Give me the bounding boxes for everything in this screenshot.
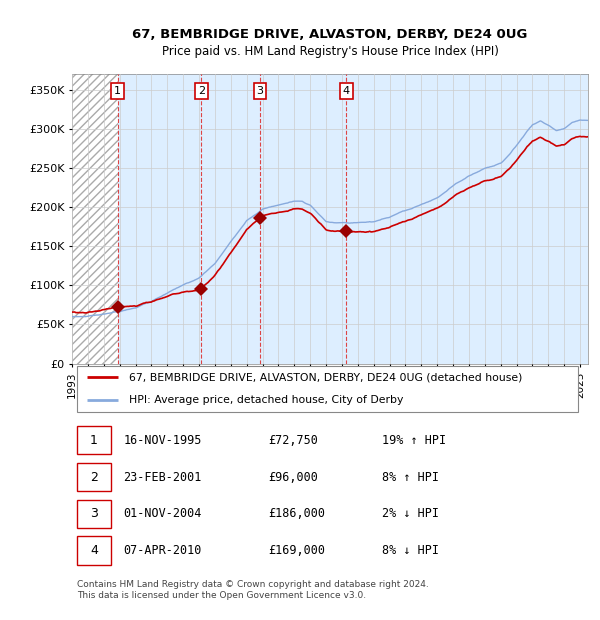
Text: 1: 1 (114, 86, 121, 96)
FancyBboxPatch shape (77, 366, 578, 412)
Text: 3: 3 (256, 86, 263, 96)
Text: 23-FEB-2001: 23-FEB-2001 (124, 471, 202, 484)
Text: 2: 2 (198, 86, 205, 96)
Text: 19% ↑ HPI: 19% ↑ HPI (382, 434, 446, 447)
Text: £72,750: £72,750 (268, 434, 318, 447)
FancyBboxPatch shape (77, 426, 110, 454)
Text: Contains HM Land Registry data © Crown copyright and database right 2024.
This d: Contains HM Land Registry data © Crown c… (77, 580, 429, 600)
FancyBboxPatch shape (77, 500, 110, 528)
FancyBboxPatch shape (77, 536, 110, 565)
FancyBboxPatch shape (77, 463, 110, 491)
Text: 3: 3 (90, 507, 98, 520)
Text: 07-APR-2010: 07-APR-2010 (124, 544, 202, 557)
Text: HPI: Average price, detached house, City of Derby: HPI: Average price, detached house, City… (129, 395, 403, 405)
Text: 4: 4 (343, 86, 350, 96)
Text: £96,000: £96,000 (268, 471, 318, 484)
Text: 16-NOV-1995: 16-NOV-1995 (124, 434, 202, 447)
Text: 01-NOV-2004: 01-NOV-2004 (124, 507, 202, 520)
Text: 8% ↓ HPI: 8% ↓ HPI (382, 544, 439, 557)
Text: 67, BEMBRIDGE DRIVE, ALVASTON, DERBY, DE24 0UG: 67, BEMBRIDGE DRIVE, ALVASTON, DERBY, DE… (133, 28, 527, 41)
Text: £169,000: £169,000 (268, 544, 325, 557)
Text: 2: 2 (90, 471, 98, 484)
Text: Price paid vs. HM Land Registry's House Price Index (HPI): Price paid vs. HM Land Registry's House … (161, 45, 499, 58)
Text: 67, BEMBRIDGE DRIVE, ALVASTON, DERBY, DE24 0UG (detached house): 67, BEMBRIDGE DRIVE, ALVASTON, DERBY, DE… (129, 372, 522, 382)
Text: 8% ↑ HPI: 8% ↑ HPI (382, 471, 439, 484)
Text: 4: 4 (90, 544, 98, 557)
Text: £186,000: £186,000 (268, 507, 325, 520)
Text: 1: 1 (90, 434, 98, 447)
Text: 2% ↓ HPI: 2% ↓ HPI (382, 507, 439, 520)
